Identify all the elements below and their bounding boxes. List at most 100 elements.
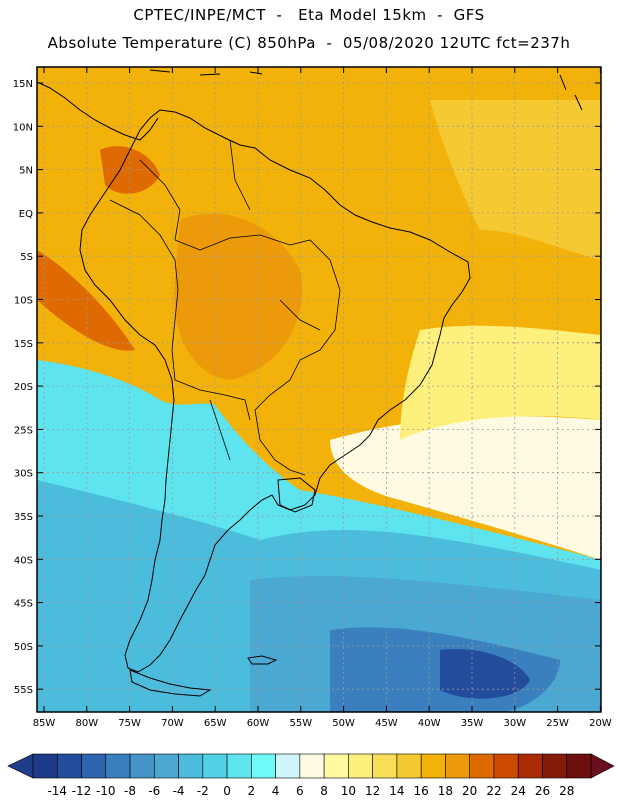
field-pacific-warm (37, 250, 135, 351)
lat-label: 30S (14, 469, 33, 480)
lon-label: 75W (118, 718, 141, 729)
colorbar-swatch (493, 753, 519, 779)
colorbar-swatch (420, 753, 446, 779)
lat-label: 10N (13, 122, 33, 133)
colorbar-label: 16 (414, 784, 429, 798)
colorbar-label: -6 (148, 784, 160, 798)
colorbar-label: 20 (462, 784, 477, 798)
field-coldest (440, 649, 530, 699)
colorbar-swatch (251, 753, 276, 779)
colorbar-swatch (275, 753, 301, 779)
lat-label: 25S (14, 425, 33, 436)
lon-label: 30W (503, 718, 526, 729)
lat-label: 10S (14, 296, 33, 307)
temperature-field (37, 67, 601, 712)
lat-label: 55S (14, 685, 33, 696)
lat-label: 5N (19, 166, 33, 177)
lon-label: 70W (161, 718, 184, 729)
lon-label: 60W (247, 718, 270, 729)
colorbar-swatch (81, 753, 107, 779)
field-subtropical-yellow (400, 325, 601, 440)
colorbar-swatch (129, 753, 155, 779)
colorbar-swatch (566, 753, 592, 779)
lon-label: 85W (33, 718, 56, 729)
colorbar-label: -2 (197, 784, 209, 798)
colorbar-label: -10 (96, 784, 116, 798)
colorbar-swatch (542, 753, 568, 779)
colorbar-swatch (348, 753, 373, 779)
colorbar-label: 10 (341, 784, 356, 798)
colorbar-swatch (323, 753, 349, 779)
colorbar-label: -8 (124, 784, 136, 798)
central-america-coast (37, 81, 159, 141)
colorbar-label: 18 (438, 784, 453, 798)
falkland-islands (247, 655, 278, 665)
map-title: CPTEC/INPE/MCT - Eta Model 15km - GFS (133, 6, 485, 24)
lon-label: 20W (589, 718, 612, 729)
lon-label: 65W (204, 718, 227, 729)
colorbar-swatch (469, 753, 495, 779)
colorbar-swatch (445, 753, 470, 779)
map-subtitle: Absolute Temperature (C) 850hPa - 05/08/… (47, 34, 571, 52)
field-atlantic-north (430, 100, 601, 260)
lat-label: 15N (13, 79, 33, 90)
lon-label: 40W (418, 718, 441, 729)
colorbar-label: -12 (72, 784, 92, 798)
colorbar-label: 0 (223, 784, 231, 798)
colorbar-swatch (299, 753, 325, 779)
colorbar-swatch (517, 753, 543, 779)
colorbar-swatch (226, 753, 252, 779)
coastlines (37, 69, 583, 697)
colorbar-swatch (32, 753, 58, 779)
colorbar-swatch (105, 753, 131, 779)
lon-label: 45W (375, 718, 398, 729)
colorbar-label: 14 (389, 784, 404, 798)
colorbar-label: 6 (296, 784, 304, 798)
colorbar-swatch (396, 753, 422, 779)
uruguay-outline (277, 477, 316, 513)
brazil-border (174, 234, 341, 476)
colorbar-label: 24 (511, 784, 526, 798)
lon-label: 25W (546, 718, 569, 729)
lat-label: 15S (14, 339, 33, 350)
caribbean-islands (149, 69, 583, 111)
south-america-coast (79, 109, 471, 673)
country-borders (109, 139, 341, 476)
colorbar-label: 28 (559, 784, 574, 798)
lat-lon-grid (37, 67, 601, 712)
lat-label: 20S (14, 382, 33, 393)
lon-label: 35W (461, 718, 484, 729)
field-hot-spot (100, 146, 160, 194)
lon-label: 55W (289, 718, 312, 729)
lat-label: 45S (14, 599, 33, 610)
lat-label: 35S (14, 512, 33, 523)
colorbar-label: -14 (47, 784, 67, 798)
lat-label: 5S (20, 252, 33, 263)
interior-borders (139, 139, 321, 461)
colorbar-over-arrow (590, 753, 615, 779)
colorbar-swatch (56, 753, 82, 779)
colorbar-label: 2 (248, 784, 256, 798)
field-subtropical-pale (330, 416, 601, 560)
lat-label: 40S (14, 555, 33, 566)
latitude-labels: 15N 10N 5N EQ 5S 10S 15S 20S 25S 30S 35S 40S 45S 50S 5… (13, 79, 33, 696)
lon-label: 50W (332, 718, 355, 729)
colorbar-under-arrow (7, 753, 34, 779)
colorbar-swatch (178, 753, 204, 779)
colorbar-swatch (202, 753, 228, 779)
lon-label: 80W (75, 718, 98, 729)
colorbar-label: 22 (486, 784, 501, 798)
lat-label: EQ (19, 209, 33, 220)
colorbar-label: 12 (365, 784, 380, 798)
tierra-del-fuego (129, 669, 212, 697)
colorbar-label: 26 (535, 784, 550, 798)
map-frame (36, 66, 602, 713)
lat-label: 50S (14, 642, 33, 653)
longitude-labels: 85W 80W 75W 70W 65W 60W 55W 50W 45W 40W 35W 30W 25W 2… (33, 718, 612, 729)
colorbar-label: -4 (173, 784, 185, 798)
colorbar-label: 8 (320, 784, 328, 798)
colorbar-label: 4 (272, 784, 280, 798)
andes-borders (109, 199, 251, 421)
colorbar-swatch (372, 753, 398, 779)
